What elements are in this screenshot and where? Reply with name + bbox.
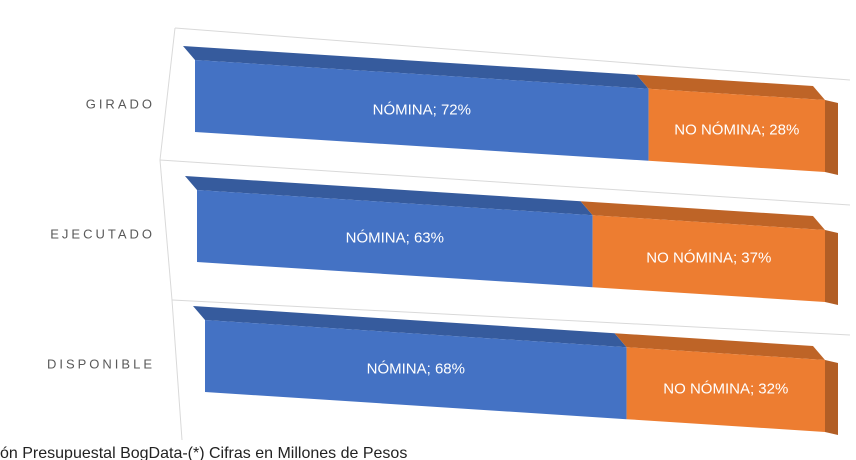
- bar-top: [193, 306, 627, 348]
- y-tick-label: GIRADO: [86, 96, 155, 111]
- data-label: NO NÓMINA; 32%: [663, 381, 788, 398]
- data-label: NÓMINA; 72%: [373, 101, 471, 118]
- bar-side: [825, 100, 838, 175]
- data-label: NÓMINA; 63%: [346, 230, 444, 247]
- bar-top: [614, 333, 825, 360]
- caption: ón Presupuestal BogData-(*) Cifras en Mi…: [0, 445, 407, 460]
- data-label: NO NÓMINA; 37%: [646, 250, 771, 267]
- wall-line: [171, 299, 851, 336]
- bar-side: [825, 360, 838, 435]
- bar-top: [183, 46, 649, 89]
- back-wall: [159, 27, 851, 441]
- bar: [197, 190, 593, 288]
- bar-top: [636, 74, 825, 100]
- data-label: NÓMINA; 68%: [367, 361, 465, 378]
- bar-top: [185, 176, 593, 216]
- wall-line: [159, 159, 851, 206]
- wall-line: [174, 27, 851, 81]
- bar: [648, 88, 825, 172]
- wall-edge: [159, 27, 183, 441]
- bar-top: [580, 201, 825, 230]
- bar: [592, 215, 825, 302]
- bar: [205, 320, 627, 420]
- bar: [195, 60, 649, 161]
- data-label: NO NÓMINA; 28%: [674, 121, 799, 138]
- bar: [626, 347, 825, 432]
- y-tick-label: DISPONIBLE: [47, 356, 155, 371]
- y-tick-label: EJECUTADO: [50, 226, 155, 241]
- bar-side: [825, 230, 838, 305]
